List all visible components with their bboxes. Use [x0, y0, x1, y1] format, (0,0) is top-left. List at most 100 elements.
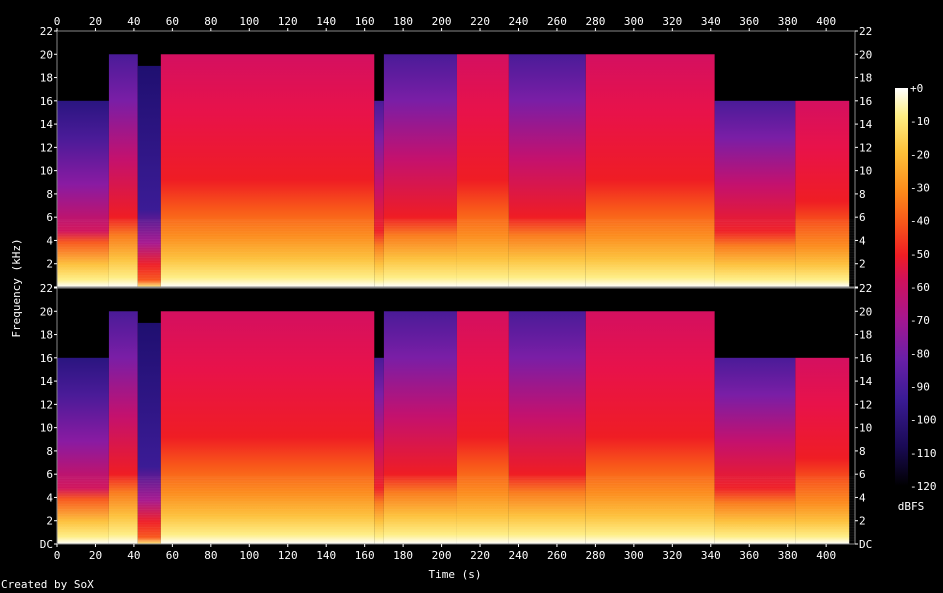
colorbar-tick-label: -80 [910, 347, 930, 360]
y-tick-label: 20 [40, 48, 53, 61]
y-tick-label: DC [40, 538, 53, 551]
colorbar-tick-label: -10 [910, 115, 930, 128]
x-tick-label: 80 [204, 549, 217, 562]
spectrum-segment [108, 54, 138, 287]
colorbar-tick-label: -100 [910, 414, 937, 427]
y-tick-label: 22 [859, 25, 872, 38]
colorbar-tick-label: +0 [910, 82, 923, 95]
y-tick-label: 12 [859, 141, 872, 154]
x-axis-label: Time (s) [429, 568, 482, 581]
y-tick-label: 16 [859, 352, 872, 365]
spectrum-segment [137, 322, 161, 544]
colorbar-tick-label: -70 [910, 314, 930, 327]
x-tick-label: 380 [778, 15, 798, 28]
y-tick-label: 2 [46, 258, 53, 271]
y-tick-label: 16 [859, 95, 872, 108]
colorbar-tick-label: -110 [910, 447, 937, 460]
y-tick-label: 16 [40, 95, 53, 108]
x-tick-label: 280 [585, 549, 605, 562]
x-tick-label: 320 [662, 549, 682, 562]
y-tick-label: 20 [859, 48, 872, 61]
x-tick-label: 60 [166, 549, 179, 562]
y-tick-label: 2 [46, 515, 53, 528]
x-tick-label: 380 [778, 549, 798, 562]
x-tick-label: 140 [316, 15, 336, 28]
y-tick-label: 6 [46, 468, 53, 481]
x-tick-label: 240 [509, 549, 529, 562]
spectrum-segment [508, 311, 586, 544]
spectrum-segment [456, 54, 509, 287]
x-tick-label: 280 [585, 15, 605, 28]
y-tick-label: 18 [859, 329, 872, 342]
colorbar-tick-label: -90 [910, 381, 930, 394]
y-axis-label: Frequency (kHz) [10, 238, 23, 337]
spectrum-segment [137, 65, 161, 287]
x-tick-label: 100 [239, 15, 259, 28]
y-tick-label: 22 [40, 25, 53, 38]
spectrum-segment [456, 311, 509, 544]
x-tick-label: 160 [355, 549, 375, 562]
y-tick-label: 6 [859, 468, 866, 481]
y-tick-label: 12 [40, 141, 53, 154]
y-tick-label: 20 [40, 305, 53, 318]
panel-frame [56, 287, 856, 545]
x-tick-label: 400 [816, 549, 836, 562]
x-tick-label: 220 [470, 15, 490, 28]
colorbar-tick-label: -40 [910, 215, 930, 228]
spectrum-segment [374, 100, 384, 288]
x-tick-label: 120 [278, 549, 298, 562]
colorbar-gradient [895, 88, 908, 486]
y-tick-label: 8 [859, 445, 866, 458]
spectrum-segment [57, 357, 109, 544]
y-tick-label: 12 [40, 398, 53, 411]
y-tick-label: 6 [859, 211, 866, 224]
y-tick-label: 16 [40, 352, 53, 365]
x-tick-label: 320 [662, 15, 682, 28]
x-tick-label: 340 [701, 15, 721, 28]
spectrum-segment [795, 357, 850, 544]
x-tick-label: 80 [204, 15, 217, 28]
y-tick-label: 18 [40, 329, 53, 342]
y-tick-label: 14 [859, 118, 873, 131]
y-tick-label: 14 [859, 375, 873, 388]
spectrum-segment [714, 100, 796, 288]
panel-frame [56, 30, 856, 288]
spectrum-segment [57, 100, 109, 288]
spectrum-segment [795, 100, 850, 288]
channel-panel-1 [56, 30, 856, 288]
x-tick-label: 360 [739, 549, 759, 562]
x-tick-label: 200 [432, 15, 452, 28]
x-tick-label: 180 [393, 549, 413, 562]
x-tick-label: 160 [355, 15, 375, 28]
spectrum-segment [585, 311, 715, 544]
x-tick-label: 200 [432, 549, 452, 562]
colorbar-tick-label: -50 [910, 248, 930, 261]
x-tick-label: 260 [547, 15, 567, 28]
y-tick-label: 4 [46, 234, 53, 247]
y-tick-label: 20 [859, 305, 872, 318]
x-tick-label: 60 [166, 15, 179, 28]
spectrum-segment [585, 54, 715, 287]
y-tick-label: 10 [40, 165, 53, 178]
x-tick-label: 240 [509, 15, 529, 28]
y-tick-label: 4 [46, 491, 53, 504]
colorbar-tick-label: -120 [910, 480, 937, 493]
y-tick-label: 4 [859, 234, 866, 247]
x-tick-label: 20 [89, 15, 102, 28]
y-tick-label: 12 [859, 398, 872, 411]
x-tick-label: 300 [624, 15, 644, 28]
y-tick-label: 10 [859, 422, 872, 435]
spectrum-segment [160, 54, 375, 287]
y-tick-label: 8 [46, 188, 53, 201]
y-tick-label: DC [859, 538, 872, 551]
x-tick-label: 40 [127, 549, 140, 562]
x-tick-label: 140 [316, 549, 336, 562]
y-tick-label: 8 [859, 188, 866, 201]
y-tick-label: 6 [46, 211, 53, 224]
y-tick-label: 22 [40, 282, 53, 295]
spectrum-segment [160, 311, 375, 544]
x-tick-label: 340 [701, 549, 721, 562]
x-tick-label: 180 [393, 15, 413, 28]
spectrum-segment [508, 54, 586, 287]
